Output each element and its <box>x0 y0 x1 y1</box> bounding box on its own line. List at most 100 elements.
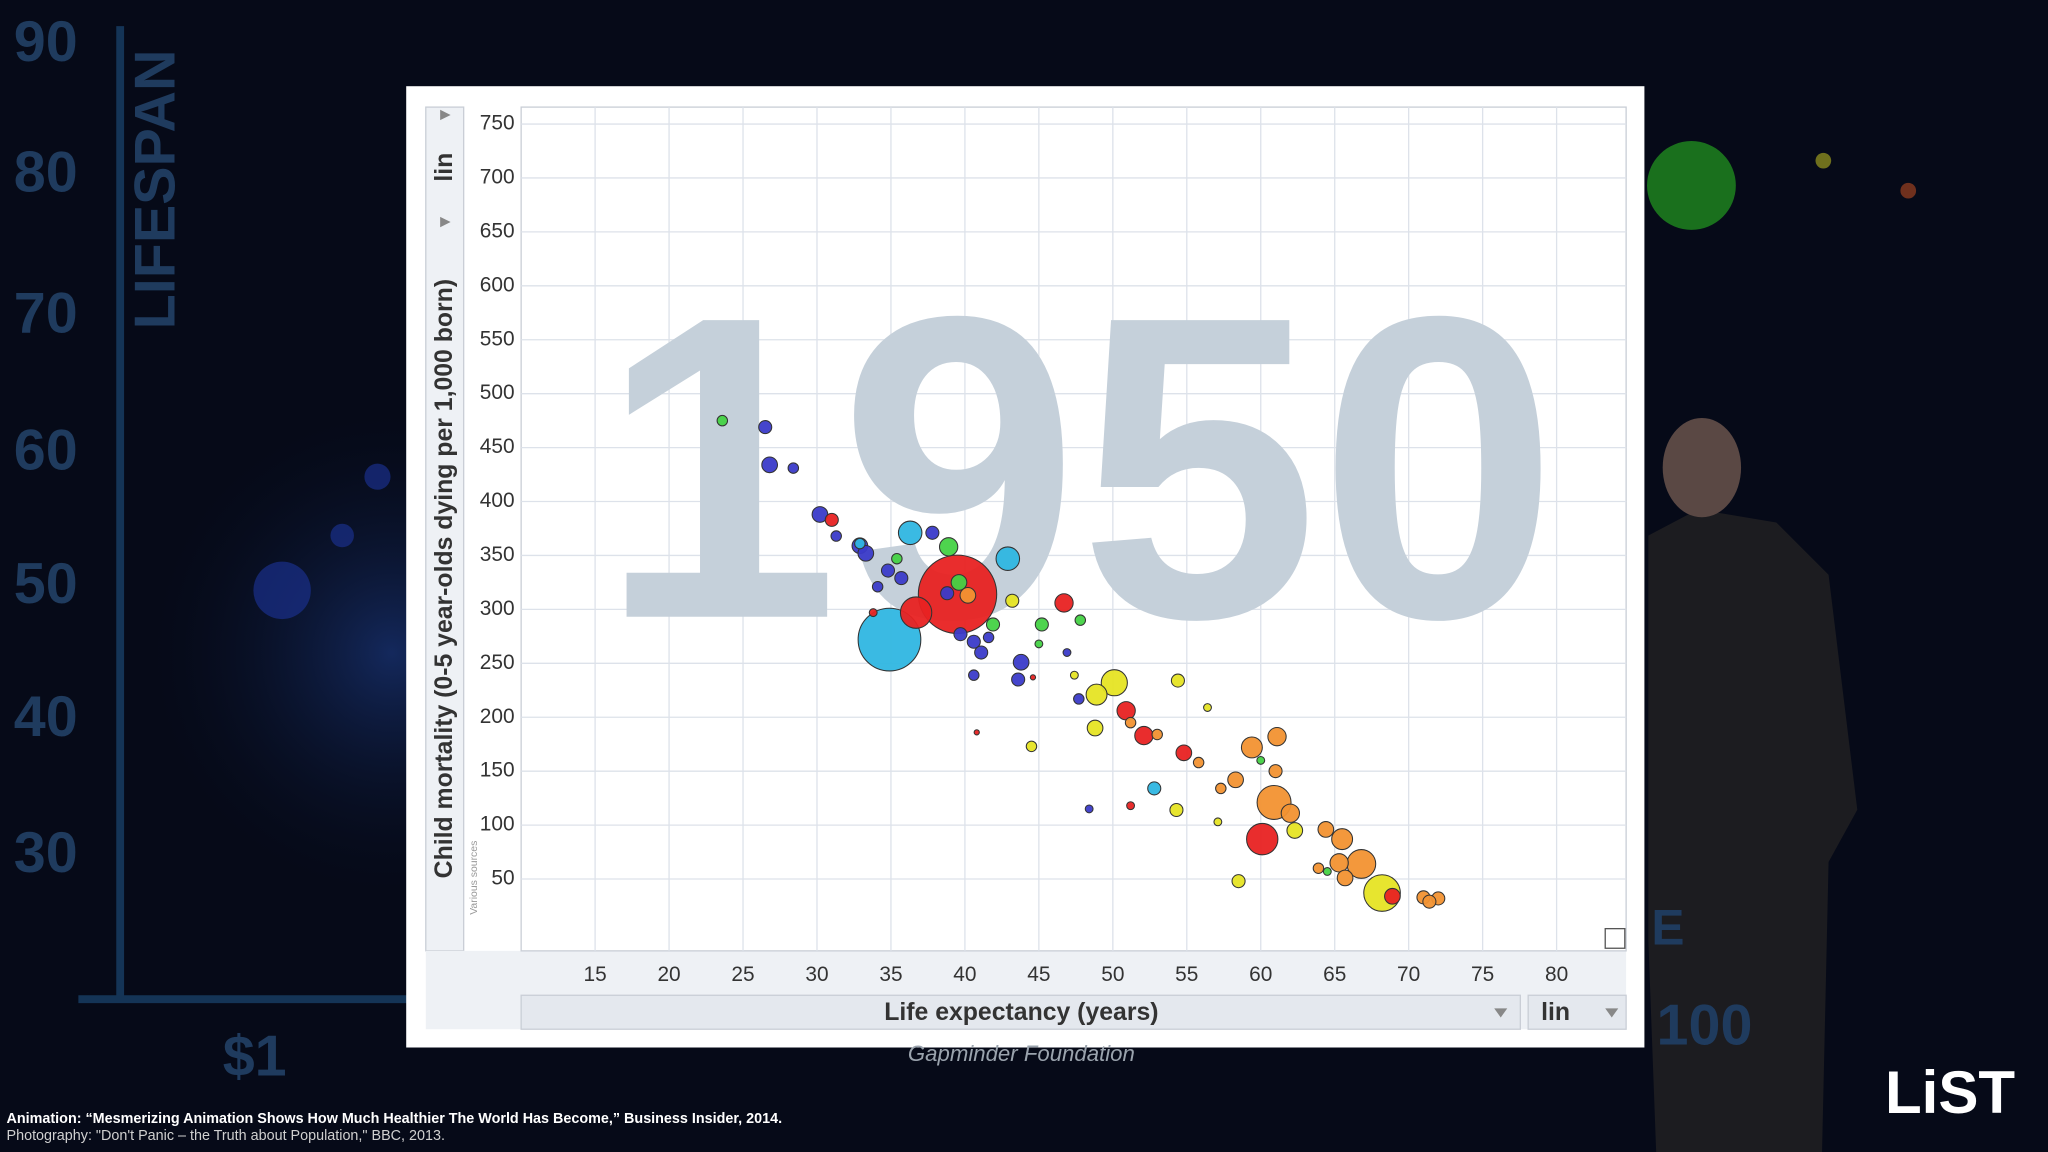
bubble <box>1384 887 1401 905</box>
ticks: 15 20 25 30 35 40 45 50 55 60 65 70 75 80 50 100 150 200 2… <box>480 112 1568 987</box>
bubble <box>985 617 1001 632</box>
y-tick-label: 100 <box>480 813 515 836</box>
bg-bubble <box>253 561 311 620</box>
bubble <box>871 580 884 593</box>
bg-label: 100 <box>1657 993 1753 1057</box>
bubble <box>1322 867 1332 876</box>
bubble <box>1069 670 1079 680</box>
y-tick-label: 750 <box>480 112 515 135</box>
bubble <box>1175 744 1193 762</box>
bubble <box>1100 669 1128 697</box>
bg-bubble <box>330 523 354 548</box>
x-tick-label: 60 <box>1249 963 1272 986</box>
bubble <box>1231 874 1246 889</box>
bubble <box>1025 740 1038 753</box>
bg-tick-label: 90 <box>14 10 78 74</box>
y-axis-label: Child mortality (0-5 year-olds dying per… <box>431 279 458 878</box>
bubble <box>953 627 968 642</box>
y-tick-label: 400 <box>480 489 515 512</box>
credit: Animation: “Mesmerizing Animation Shows … <box>7 1111 783 1127</box>
x-tick-label: 25 <box>731 963 754 986</box>
bubble <box>1073 693 1085 705</box>
credit: Photography: "Don't Panic – the Truth ab… <box>7 1128 445 1144</box>
y-tick-label: 450 <box>480 435 515 458</box>
bg-bubble <box>364 463 391 490</box>
caption: Gapminder Foundation <box>908 1041 1135 1066</box>
x-indicator-select[interactable] <box>520 994 1521 1030</box>
bubble <box>1151 728 1163 741</box>
bubble <box>1170 673 1185 688</box>
x-tick-label: 50 <box>1101 963 1124 986</box>
bubble <box>1331 828 1354 851</box>
bubble <box>1246 822 1279 856</box>
bubble <box>959 587 977 604</box>
bubble <box>1147 781 1162 796</box>
bubble <box>973 729 980 736</box>
bubble <box>917 554 998 634</box>
y-tick-label: 250 <box>480 651 515 674</box>
x-tick-label: 35 <box>879 963 902 986</box>
bubble <box>966 634 981 649</box>
y-tick-label: 600 <box>480 273 515 296</box>
bubble <box>1085 683 1108 706</box>
bubble <box>1268 764 1283 779</box>
bubble <box>1215 782 1227 795</box>
bubble <box>995 546 1021 571</box>
bubble <box>1054 593 1074 613</box>
bubble <box>897 520 923 546</box>
bubble <box>1169 802 1184 818</box>
bubble <box>1267 726 1287 747</box>
bubble <box>1029 674 1037 681</box>
logo: LiST <box>1885 1059 2015 1126</box>
bubble <box>899 596 933 629</box>
y-tick-label: 550 <box>480 327 515 350</box>
bg-bubble <box>1647 141 1736 230</box>
bubble <box>824 512 839 527</box>
presenter <box>1648 509 1858 1152</box>
x-tick-label: 15 <box>583 963 606 986</box>
bubble <box>868 608 878 618</box>
bubble <box>1240 736 1263 759</box>
bubble <box>982 631 995 644</box>
dropdown-arrow <box>1494 1008 1508 1018</box>
bg-bubble <box>1900 182 1917 199</box>
bubble <box>1192 756 1205 769</box>
bubble <box>830 530 842 542</box>
bg-tick-label: 80 <box>14 140 78 204</box>
y-tick-label: 300 <box>480 597 515 620</box>
bubble <box>1124 716 1137 729</box>
x-tick-label: 20 <box>657 963 680 986</box>
bubble <box>925 525 940 540</box>
bg-tick-label: 50 <box>14 552 78 616</box>
year-watermark: 1950 <box>599 228 1558 709</box>
source-label: Various sources <box>469 841 480 915</box>
presenter-head <box>1662 417 1742 518</box>
bubble <box>1012 653 1030 671</box>
bubble <box>1005 593 1020 608</box>
bubble <box>1116 701 1136 721</box>
bg-bubble <box>1815 152 1832 169</box>
x-axis-label: Life expectancy (years) <box>884 999 1158 1026</box>
x-scale-label[interactable]: lin <box>1541 999 1570 1026</box>
plot-area <box>520 106 1627 952</box>
fullscreen-button[interactable] <box>1604 927 1626 949</box>
bg-tick-label: 70 <box>14 282 78 346</box>
bubble <box>787 462 800 474</box>
bg-tick-label: 60 <box>14 419 78 483</box>
x-tick-label: 70 <box>1397 963 1420 986</box>
bubble <box>1011 672 1026 687</box>
bubble <box>1336 869 1354 887</box>
bg-tick-label: 40 <box>14 685 78 749</box>
y-tick-label: 150 <box>480 759 515 782</box>
bubble <box>1422 894 1437 909</box>
x-tick-label: 65 <box>1323 963 1346 986</box>
y-scale-label[interactable]: lin <box>431 153 458 182</box>
bg-label: $1 <box>223 1025 287 1089</box>
bubble <box>1203 703 1212 712</box>
bg-axis-title: LIFESPAN <box>124 49 188 329</box>
bubble <box>1062 648 1072 657</box>
bubble <box>1317 821 1335 838</box>
bubble <box>1126 801 1136 811</box>
bubble <box>854 537 866 550</box>
